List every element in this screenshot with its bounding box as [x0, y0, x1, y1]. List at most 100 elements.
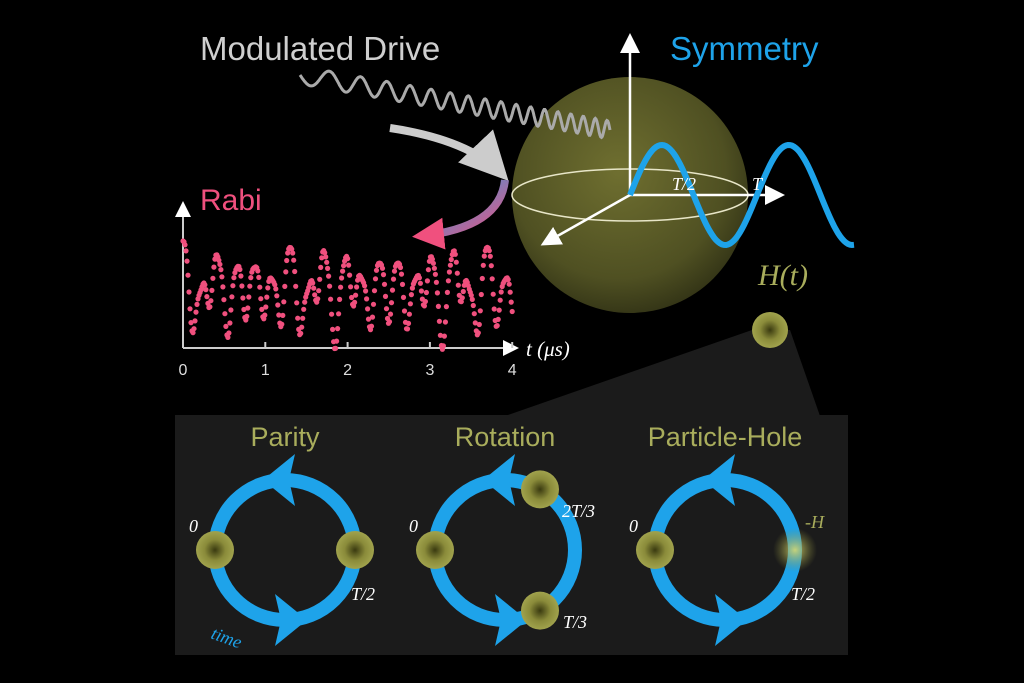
- rabi-data-point: [424, 278, 430, 284]
- rabi-data-point: [460, 288, 466, 295]
- rabi-data-point: [301, 306, 307, 312]
- rabi-data-point: [370, 301, 377, 307]
- rabi-data-point: [505, 276, 511, 283]
- rabi-data-point: [435, 303, 441, 309]
- rabi-data-point: [207, 304, 213, 310]
- rabi-data-point: [255, 268, 261, 274]
- symmetry-particle-hole: Particle-Hole 0 -H T/2: [629, 422, 825, 646]
- rabi-data-point: [241, 306, 247, 313]
- rabi-data-point: [487, 253, 493, 259]
- rabi-data-point: [263, 304, 269, 310]
- rabi-data-point: [279, 321, 285, 327]
- rabi-data-point: [486, 248, 492, 254]
- rabi-data-point: [453, 259, 459, 265]
- rabi-data-point: [193, 309, 199, 315]
- rabi-data-point: [368, 323, 375, 329]
- rabi-data-point: [210, 275, 216, 281]
- rabi-data-point: [211, 264, 217, 270]
- rabi-data-point: [459, 295, 465, 301]
- rabi-data-point: [340, 268, 346, 274]
- rabi-data-point: [209, 287, 215, 293]
- rabi-data-point: [292, 268, 298, 275]
- rabi-data-point: [315, 296, 321, 302]
- rabi-data-point: [245, 305, 251, 311]
- label-mid: T/2: [351, 584, 375, 604]
- rabi-data-point: [491, 306, 497, 312]
- state-ball: [521, 470, 559, 509]
- rabi-data-point: [346, 262, 352, 268]
- rabi-data-point: [188, 320, 194, 326]
- rabi-data-point: [341, 263, 347, 269]
- rabi-data-point: [333, 345, 339, 351]
- rabi-data-point: [363, 288, 369, 294]
- rabi-data-point: [429, 256, 435, 262]
- rabi-data-point: [399, 281, 406, 287]
- label-start: 0: [189, 516, 198, 536]
- rabi-data-point: [388, 300, 395, 306]
- rabi-data-point: [443, 304, 449, 310]
- rabi-data-point: [300, 315, 306, 321]
- rabi-data-point: [364, 296, 370, 302]
- rabi-data-point: [323, 254, 329, 260]
- rabi-data-point: [400, 294, 407, 300]
- rabi-data-point: [475, 330, 481, 336]
- rabi-data-point: [327, 283, 333, 289]
- rabi-data-point: [223, 323, 229, 329]
- rabi-data-point: [324, 259, 330, 265]
- rabi-data-point: [508, 299, 514, 305]
- label-mid: T/2: [791, 584, 815, 604]
- rabi-data-point: [276, 312, 282, 318]
- label-start: 0: [629, 516, 638, 536]
- rabi-data-point: [187, 306, 193, 312]
- rabi-data-point: [291, 257, 297, 263]
- rabi-data-point: [423, 289, 429, 296]
- rabi-data-point: [248, 275, 254, 281]
- rabi-data-point: [454, 270, 460, 276]
- rabi-data-point: [430, 260, 436, 266]
- rabi-data-point: [329, 311, 335, 317]
- title-rabi: Rabi: [200, 184, 262, 217]
- rabi-data-point: [497, 297, 503, 303]
- rabi-data-point: [489, 276, 495, 282]
- rabi-data-point: [470, 302, 476, 309]
- rabi-data-point: [203, 287, 209, 293]
- rabi-data-point: [406, 311, 412, 317]
- x-tick-label: 3: [425, 362, 434, 379]
- rabi-data-point: [312, 292, 318, 298]
- rabi-data-point: [437, 332, 443, 338]
- state-ball: [416, 531, 454, 569]
- arrow-left-icon: [263, 454, 295, 506]
- rabi-data-point: [337, 296, 343, 302]
- label-start: 0: [409, 516, 418, 536]
- rabi-data-point: [336, 311, 342, 317]
- rabi-data-point: [275, 302, 281, 308]
- rabi-data-point: [285, 250, 291, 256]
- symmetry-title: Rotation: [455, 422, 556, 452]
- rabi-data-point: [352, 299, 358, 305]
- rabi-data-point: [217, 261, 223, 267]
- rabi-data-point: [391, 268, 398, 274]
- rabi-data-point: [330, 326, 336, 332]
- rabi-data-point: [182, 242, 188, 248]
- symmetry-title: Particle-Hole: [648, 422, 803, 452]
- rabi-data-point: [231, 275, 237, 281]
- rabi-data-point: [441, 333, 447, 339]
- rabi-data-point: [222, 311, 228, 317]
- arrow-right-icon: [275, 594, 307, 646]
- rabi-data-point: [509, 308, 515, 315]
- rabi-data-point: [372, 276, 379, 282]
- rabi-data-point: [434, 290, 440, 296]
- rabi-data-point: [390, 276, 397, 282]
- rabi-data-point: [442, 319, 448, 325]
- rabi-data-point: [289, 246, 295, 252]
- label-neg: -H: [805, 512, 825, 532]
- arrow-left-icon: [703, 454, 735, 506]
- rabi-data-point: [262, 312, 268, 318]
- rabi-data-point: [298, 330, 304, 336]
- rabi-data-point: [311, 285, 317, 291]
- rabi-data-point: [290, 250, 296, 256]
- rabi-data-point: [230, 283, 236, 289]
- rabi-data-point: [436, 318, 442, 324]
- rabi-data-point: [240, 295, 246, 301]
